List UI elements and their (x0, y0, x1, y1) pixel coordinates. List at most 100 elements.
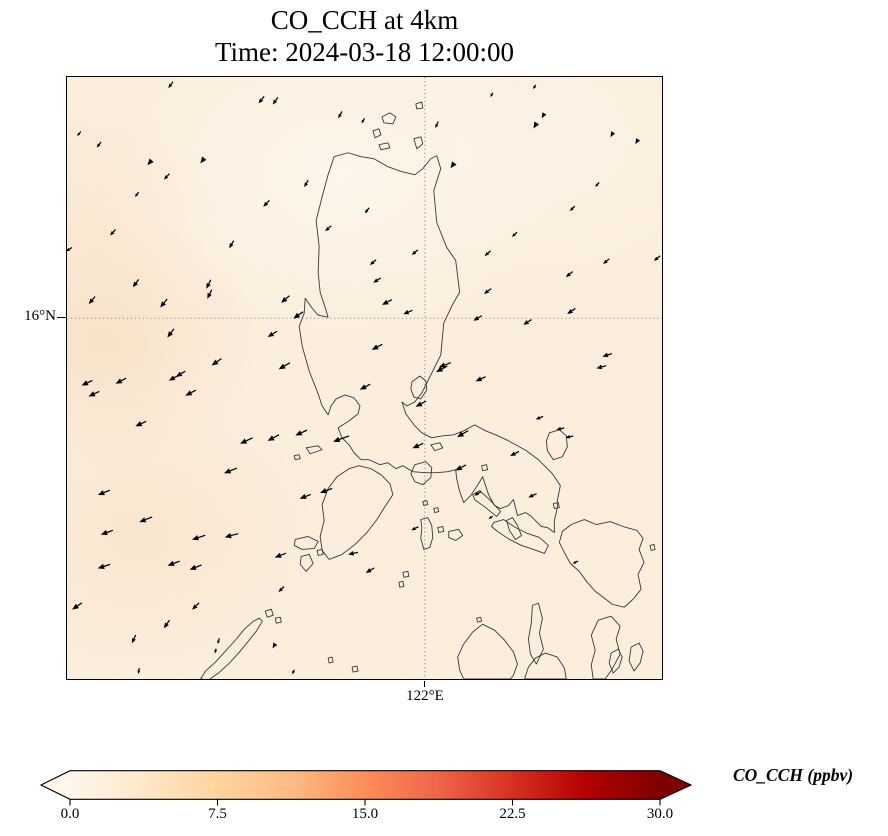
wind-arrow (569, 205, 576, 211)
wind-arrow (533, 84, 537, 89)
colorbar-tick-label: 15.0 (351, 806, 379, 822)
wind-arrow (382, 299, 393, 305)
coastline-luzon (298, 152, 561, 533)
wind-arrow (595, 182, 600, 187)
wind-arrow (533, 121, 540, 129)
coastline-calamian-group (293, 536, 324, 572)
wind-arrow (67, 247, 73, 252)
wind-arrow (412, 442, 424, 449)
wind-arrow (147, 158, 154, 166)
coastline-babuyan-islands (372, 101, 424, 151)
wind-arrow (483, 288, 492, 294)
wind-arrow (411, 249, 419, 256)
colorbar-tick-label: 0.0 (60, 806, 80, 822)
wind-arrow (267, 330, 278, 338)
wind-arrow (373, 277, 382, 283)
wind-arrow (603, 258, 610, 264)
wind-arrow (211, 358, 222, 366)
wind-arrow (602, 352, 613, 358)
wind-arrow (191, 534, 206, 541)
wind-arrow (137, 667, 141, 675)
plot-subtitle-time: Time: 2024-03-18 12:00:00 (214, 37, 515, 67)
colorbar-tick-label: 30.0 (646, 806, 674, 822)
coastline-masbate (491, 519, 549, 554)
wind-arrow (115, 377, 127, 384)
wind-arrow (474, 491, 482, 496)
wind-arrow (325, 225, 332, 232)
wind-arrow (217, 638, 220, 645)
wind-arrow (278, 586, 285, 593)
wind-arrow (610, 131, 616, 138)
wind-arrow (510, 450, 520, 457)
wind-arrow (361, 117, 366, 124)
wind-arrow (168, 81, 174, 89)
wind-arrow (96, 141, 102, 148)
wind-arrow (511, 231, 518, 237)
wind-arrow (168, 374, 179, 381)
wind-arrow (81, 379, 93, 386)
wind-arrow (490, 92, 494, 98)
wind-arrow (556, 426, 565, 431)
lat-tick-label: 16°N (24, 308, 56, 324)
plot-title: CO_CCH at 4km (270, 5, 459, 35)
wind-arrow (223, 467, 238, 474)
wind-arrow (77, 131, 82, 137)
colorbar-tick-label: 22.5 (499, 806, 526, 822)
coastlines (200, 101, 656, 679)
wind-arrow (415, 400, 427, 407)
wind-arrow (110, 229, 117, 236)
coastline-marinduque (410, 461, 433, 486)
wind-arrow (167, 560, 180, 566)
wind-arrow (484, 250, 491, 257)
wind-quiver-arrows (67, 81, 661, 675)
wind-arrow (292, 669, 295, 675)
wind-arrow (455, 464, 467, 471)
wind-arrow (411, 526, 419, 531)
wind-arrow (338, 111, 343, 119)
wind-arrow (163, 173, 170, 180)
wind-arrow (189, 564, 202, 570)
wind-arrow (281, 295, 290, 303)
coastline-mindoro (319, 465, 394, 560)
wind-arrow (320, 487, 333, 494)
wind-arrow (535, 415, 544, 420)
wind-arrow (295, 429, 308, 436)
wind-arrow (365, 567, 375, 573)
wind-arrow (207, 289, 213, 299)
wind-arrow (369, 259, 377, 265)
wind-arrow (565, 434, 574, 439)
coastline-panay (457, 623, 518, 679)
wind-arrow (135, 420, 147, 427)
wind-arrow (596, 364, 607, 370)
wind-arrow (240, 437, 253, 444)
wind-arrow (185, 389, 197, 396)
colorbar-bar (39, 770, 693, 800)
wind-arrow (206, 279, 212, 289)
coastline-catanduanes (545, 429, 568, 461)
coastline-romblon-group (420, 500, 464, 550)
wind-arrow (97, 489, 111, 496)
wind-arrow (88, 296, 96, 305)
wind-arrow (272, 642, 278, 649)
wind-arrow (528, 493, 537, 498)
wind-arrow (371, 343, 383, 350)
coastline-alabat (430, 442, 444, 452)
wind-arrow (258, 96, 265, 104)
wind-arrow (167, 328, 175, 338)
wind-arrow (348, 551, 359, 556)
colorbar-tick-marks (69, 799, 661, 806)
wind-arrow (635, 138, 641, 145)
wind-arrow (272, 96, 279, 105)
wind-arrow (229, 240, 235, 249)
wind-arrow (435, 121, 439, 129)
colorbar-tick-label: 7.5 (208, 806, 227, 822)
wind-arrow (304, 179, 309, 188)
lon-tick-mark (424, 681, 426, 687)
coastline-cebu (528, 602, 544, 665)
wind-arrow (438, 362, 451, 368)
wind-arrow (293, 311, 304, 319)
wind-arrow (263, 199, 270, 207)
coastline-north-palawan (200, 608, 282, 679)
wind-arrow (565, 271, 574, 278)
